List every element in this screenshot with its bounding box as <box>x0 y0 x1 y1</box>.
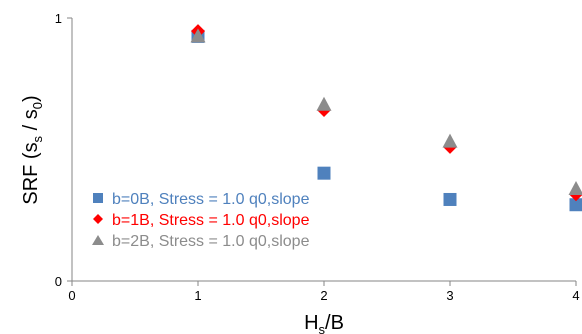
axis-tick-labels: 0 1 2 3 4 0 1 <box>55 11 580 303</box>
y-axis-title-part-3: ) <box>20 95 42 102</box>
data-point-series-2 <box>568 180 582 195</box>
data-points <box>190 24 582 212</box>
y-axis-title: SRF (ss / s0) <box>20 95 45 204</box>
legend-marker-b2 <box>92 235 104 245</box>
x-tick-label: 4 <box>572 288 579 303</box>
legend-label-b0: b=0B, Stress = 1.0 q0,slope <box>112 191 310 208</box>
data-point-series-2 <box>442 133 458 148</box>
x-axis-title-sub: s <box>319 322 326 334</box>
y-axis-title-part-1: SRF (s <box>20 142 42 204</box>
axis-ticks <box>67 17 577 286</box>
y-axis-title-sub-1: s <box>30 135 45 142</box>
x-tick-label: 0 <box>68 288 75 303</box>
data-point-series-2 <box>316 96 332 111</box>
x-axis-title-rest: /B <box>325 312 344 334</box>
legend-marker-b0 <box>93 193 103 203</box>
data-point-series-0 <box>317 166 331 180</box>
y-axis-title-sub-2: 0 <box>30 102 45 109</box>
data-point-series-0 <box>569 198 582 212</box>
x-axis-title: Hs/B <box>304 312 344 334</box>
x-tick-label: 2 <box>320 288 327 303</box>
legend-label-b1: b=1B, Stress = 1.0 q0,slope <box>112 212 310 229</box>
data-point-series-0 <box>443 192 457 206</box>
x-axis-title-main: H <box>304 312 318 334</box>
y-tick-label: 0 <box>55 274 62 289</box>
x-tick-label: 1 <box>194 288 201 303</box>
legend: b=0B, Stress = 1.0 q0,slope b=1B, Stress… <box>92 191 310 250</box>
x-tick-label: 3 <box>446 288 453 303</box>
y-axis-title-part-2: / s <box>20 109 42 136</box>
data-point-series-2 <box>190 28 206 43</box>
y-tick-label: 1 <box>55 11 62 26</box>
legend-label-b2: b=2B, Stress = 1.0 q0,slope <box>112 233 310 250</box>
legend-marker-b1 <box>93 214 103 224</box>
